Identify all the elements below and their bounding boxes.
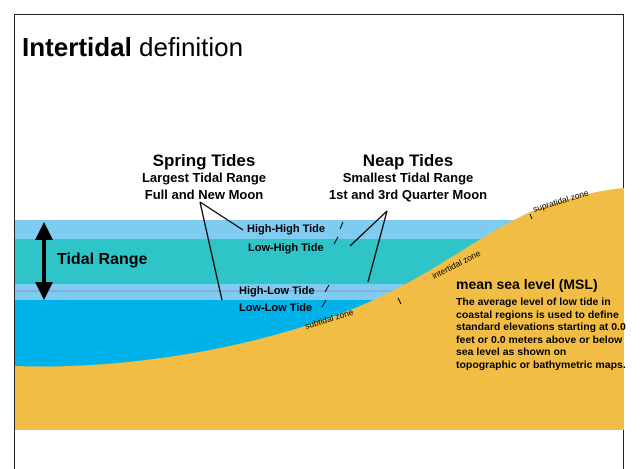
neap-tides-heading: Neap Tides	[363, 151, 453, 170]
sand-shore	[15, 188, 624, 430]
high-high-tide-label: High-High Tide	[247, 223, 325, 235]
neap-pointer-lines	[349, 210, 388, 283]
title-bold: Intertidal	[22, 32, 132, 62]
tidal-range-label: Tidal Range	[57, 251, 147, 268]
tide-ticks	[321, 213, 533, 308]
spring-tides-heading: Spring Tides	[153, 151, 256, 170]
high-low-tide-label: High-Low Tide	[239, 285, 315, 297]
msl-heading: mean sea level (MSL)	[456, 276, 598, 292]
tidal-range-arrow	[35, 222, 53, 300]
low-low-tide-label: Low-Low Tide	[239, 302, 312, 314]
high-tide-band	[15, 220, 535, 239]
neap-tides-line1: Smallest Tidal Range	[343, 170, 474, 185]
neap-tides-line2: 1st and 3rd Quarter Moon	[329, 187, 487, 202]
msl-description: The average level of low tide in coastal…	[456, 296, 626, 371]
intertidal-diagram: Spring Tides Largest Tidal Range Full an…	[15, 151, 624, 430]
title-rest: definition	[131, 32, 244, 62]
spring-tides-line1: Largest Tidal Range	[142, 170, 266, 185]
spring-tides-line2: Full and New Moon	[145, 187, 263, 202]
low-high-tide-label: Low-High Tide	[248, 242, 324, 254]
spring-pointer-lines	[199, 201, 244, 301]
page-title: Intertidal definition	[22, 32, 243, 63]
